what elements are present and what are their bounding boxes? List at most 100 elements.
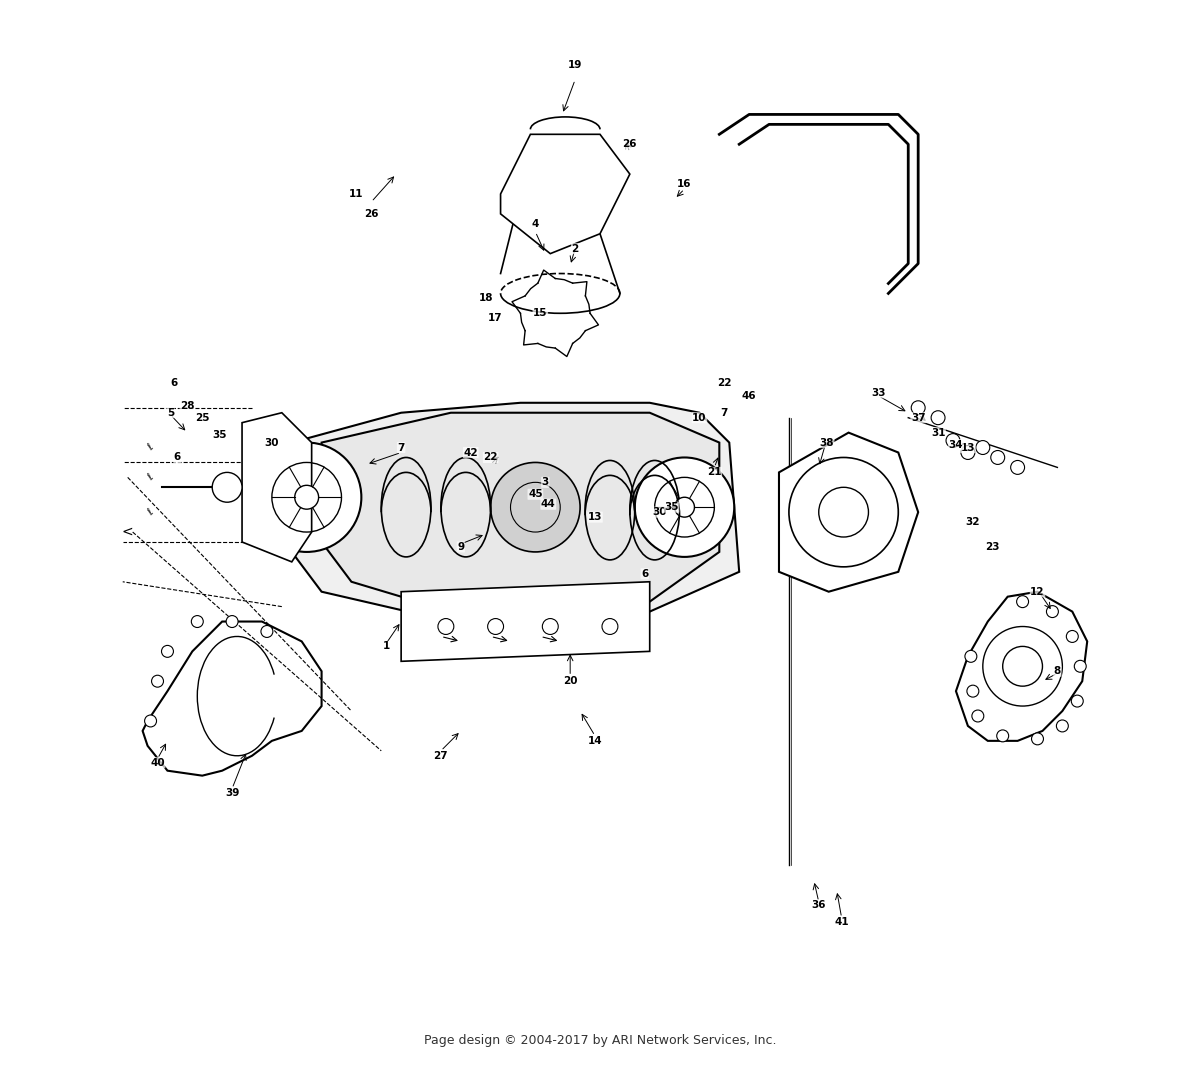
Text: 40: 40 — [150, 758, 164, 768]
Text: 35: 35 — [665, 503, 679, 512]
Text: 8: 8 — [1054, 666, 1061, 676]
Text: 7: 7 — [721, 408, 728, 417]
Text: 17: 17 — [488, 314, 503, 323]
Circle shape — [1016, 595, 1028, 607]
Circle shape — [997, 730, 1009, 742]
Circle shape — [1074, 660, 1086, 672]
Text: 26: 26 — [623, 140, 637, 149]
Circle shape — [972, 710, 984, 722]
Text: 45: 45 — [528, 490, 542, 499]
Text: 37: 37 — [911, 413, 925, 423]
Polygon shape — [242, 413, 312, 562]
Circle shape — [911, 401, 925, 415]
Circle shape — [931, 411, 946, 425]
Circle shape — [1072, 695, 1084, 707]
Circle shape — [260, 625, 272, 637]
Text: 28: 28 — [180, 401, 194, 411]
Circle shape — [212, 473, 242, 503]
Text: 36: 36 — [811, 899, 826, 910]
Text: 19: 19 — [568, 60, 582, 69]
Text: 25: 25 — [196, 413, 210, 423]
Circle shape — [542, 619, 558, 635]
Text: ARI: ARI — [516, 444, 724, 541]
Circle shape — [946, 433, 960, 447]
Text: 46: 46 — [742, 391, 756, 401]
Circle shape — [162, 646, 174, 657]
Text: 27: 27 — [433, 751, 449, 761]
Polygon shape — [401, 582, 649, 662]
Circle shape — [1056, 720, 1068, 732]
Text: 10: 10 — [692, 413, 707, 423]
Text: ℓ: ℓ — [145, 473, 156, 482]
Text: 11: 11 — [349, 189, 364, 198]
Text: 30: 30 — [653, 507, 667, 517]
Text: 18: 18 — [479, 293, 493, 303]
Text: 2: 2 — [571, 243, 578, 254]
Text: 7: 7 — [397, 443, 404, 452]
Text: 42: 42 — [463, 447, 478, 458]
Text: 14: 14 — [588, 736, 602, 746]
Text: 9: 9 — [457, 542, 464, 552]
Circle shape — [965, 651, 977, 663]
Circle shape — [491, 462, 580, 552]
Circle shape — [191, 616, 203, 627]
Text: 3: 3 — [541, 477, 548, 488]
Text: Page design © 2004-2017 by ARI Network Services, Inc.: Page design © 2004-2017 by ARI Network S… — [424, 1034, 776, 1047]
Circle shape — [226, 616, 238, 627]
Text: 32: 32 — [966, 517, 980, 527]
Circle shape — [487, 619, 504, 635]
Circle shape — [976, 441, 990, 455]
Text: <: < — [122, 525, 133, 539]
Text: 22: 22 — [718, 378, 732, 388]
Circle shape — [674, 497, 695, 517]
Text: 13: 13 — [961, 443, 976, 452]
Text: 6: 6 — [174, 452, 181, 462]
Text: 39: 39 — [224, 787, 239, 797]
Text: 41: 41 — [834, 917, 848, 927]
Text: 38: 38 — [820, 437, 834, 447]
Text: 6: 6 — [170, 378, 178, 388]
Polygon shape — [956, 592, 1087, 740]
Text: 20: 20 — [563, 676, 577, 686]
Text: 22: 22 — [484, 452, 498, 462]
Circle shape — [818, 488, 869, 537]
Text: 34: 34 — [949, 440, 964, 449]
Text: 33: 33 — [871, 387, 886, 398]
Text: 12: 12 — [1031, 587, 1045, 596]
Text: 26: 26 — [364, 209, 378, 219]
Circle shape — [961, 446, 974, 460]
Circle shape — [295, 485, 319, 509]
Polygon shape — [143, 622, 322, 776]
Circle shape — [1067, 631, 1079, 642]
Text: 35: 35 — [212, 430, 227, 440]
Text: ℓ: ℓ — [145, 507, 156, 517]
Text: 15: 15 — [533, 308, 547, 318]
Polygon shape — [779, 432, 918, 592]
Text: ℓ: ℓ — [145, 443, 156, 452]
Circle shape — [602, 619, 618, 635]
Circle shape — [1010, 461, 1025, 475]
Text: 13: 13 — [588, 512, 602, 522]
Circle shape — [252, 443, 361, 552]
Text: 6: 6 — [641, 569, 648, 578]
Text: 5: 5 — [167, 408, 174, 417]
Circle shape — [145, 715, 156, 727]
Polygon shape — [322, 413, 719, 611]
Text: 23: 23 — [985, 542, 1000, 552]
Circle shape — [967, 685, 979, 697]
Circle shape — [1032, 733, 1044, 745]
Circle shape — [438, 619, 454, 635]
Circle shape — [1003, 647, 1043, 686]
Text: 4: 4 — [532, 219, 539, 228]
Text: 1: 1 — [383, 641, 390, 651]
Circle shape — [151, 675, 163, 687]
Circle shape — [991, 450, 1004, 464]
Text: 44: 44 — [541, 499, 556, 509]
Polygon shape — [292, 402, 739, 622]
Text: 21: 21 — [707, 467, 721, 477]
Text: 31: 31 — [931, 428, 946, 437]
Circle shape — [635, 458, 734, 557]
Circle shape — [1046, 606, 1058, 618]
Text: 16: 16 — [677, 179, 691, 189]
Text: 30: 30 — [265, 437, 280, 447]
